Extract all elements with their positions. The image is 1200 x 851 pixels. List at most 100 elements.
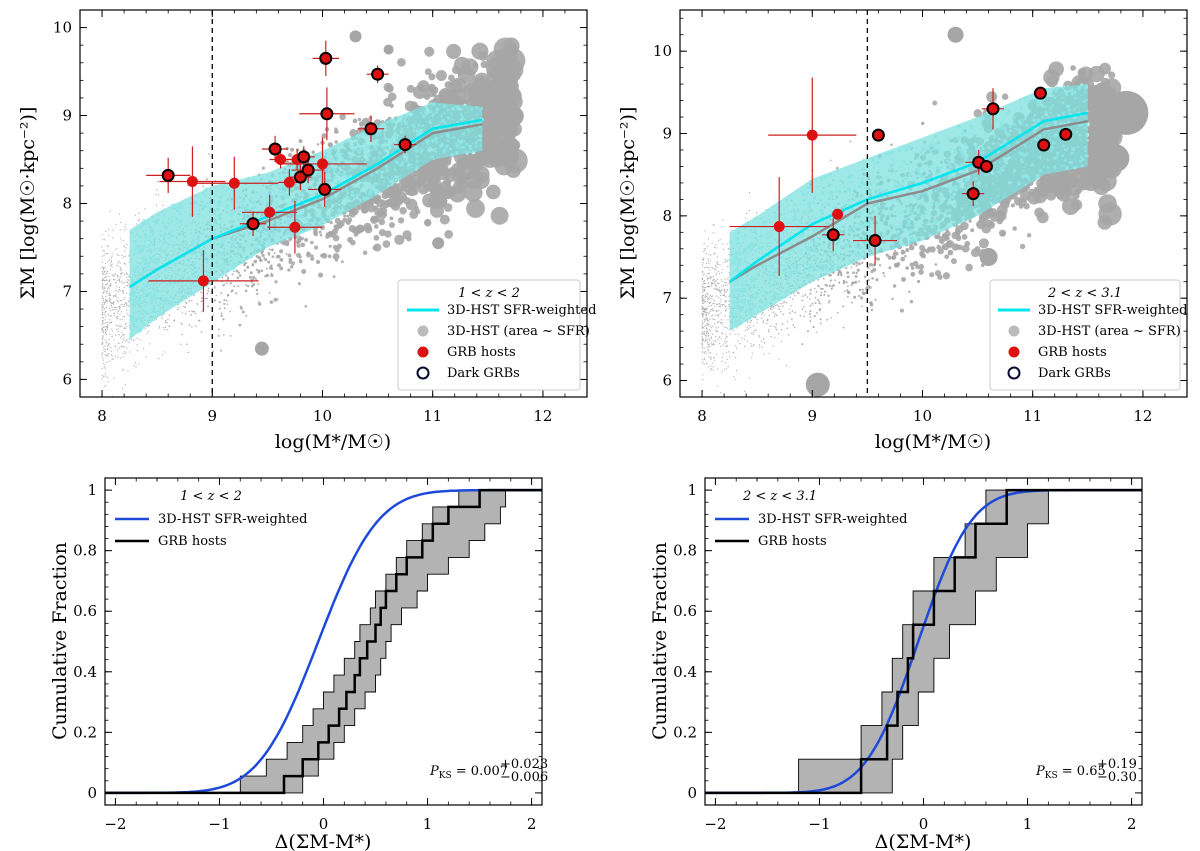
population-point: [168, 325, 170, 327]
population-point: [701, 342, 703, 344]
population-point: [456, 178, 469, 191]
population-point: [721, 280, 723, 283]
population-point: [105, 279, 108, 281]
population-point: [775, 327, 777, 329]
population-point: [336, 243, 342, 249]
population-point: [288, 258, 293, 262]
population-point: [875, 278, 879, 282]
population-point: [744, 335, 746, 337]
population-point: [791, 310, 794, 312]
population-point: [714, 253, 716, 255]
population-point: [726, 341, 728, 343]
population-point: [720, 279, 722, 281]
population-point: [248, 275, 252, 279]
population-point: [157, 357, 160, 360]
population-point: [104, 253, 106, 255]
population-point: [243, 269, 247, 272]
population-point: [269, 300, 274, 304]
population-point: [120, 276, 122, 278]
population-point: [124, 340, 126, 342]
population-point: [123, 328, 125, 330]
dark-grb-point: [320, 107, 334, 121]
population-point: [707, 350, 710, 352]
population-point: [119, 262, 121, 264]
population-point: [101, 295, 103, 297]
population-point: [119, 290, 122, 292]
population-point: [728, 300, 730, 302]
population-point: [103, 255, 105, 257]
population-point: [892, 251, 897, 256]
population-point: [370, 216, 377, 223]
population-point: [118, 286, 120, 289]
population-point: [706, 317, 709, 319]
population-point: [719, 263, 721, 266]
population-point: [101, 307, 103, 309]
population-point: [104, 322, 106, 324]
population-point: [722, 248, 725, 251]
population-point: [102, 339, 104, 341]
population-point: [126, 339, 128, 341]
population-point: [184, 313, 187, 315]
population-point: [117, 291, 119, 293]
population-point: [724, 278, 726, 280]
population-point: [383, 212, 388, 217]
population-point: [121, 254, 123, 257]
population-point: [222, 318, 225, 321]
population-point: [103, 303, 105, 305]
population-point: [803, 315, 806, 318]
population-point: [287, 268, 291, 272]
population-point: [290, 147, 294, 152]
population-point: [1019, 243, 1026, 250]
population-point: [197, 319, 200, 322]
population-point: [405, 198, 418, 211]
population-point: [718, 282, 720, 285]
population-point: [103, 250, 105, 252]
population-point: [104, 287, 106, 289]
population-point: [130, 339, 133, 341]
population-point: [101, 309, 103, 312]
population-point: [107, 354, 109, 356]
population-point: [105, 284, 107, 286]
population-point: [125, 228, 128, 230]
population-point: [245, 314, 248, 317]
grb-host-points: [146, 40, 417, 312]
population-point: [113, 309, 115, 311]
population-point: [120, 311, 123, 313]
population-point: [273, 252, 276, 255]
population-point: [715, 265, 717, 268]
population-point: [126, 347, 128, 349]
population-point: [711, 283, 713, 285]
population-point: [714, 319, 716, 321]
population-point: [285, 253, 288, 255]
population-point: [726, 345, 728, 348]
population-point: [119, 314, 121, 316]
population-point: [346, 214, 350, 218]
population-point: [840, 274, 843, 277]
population-point: [341, 260, 344, 264]
population-point: [105, 310, 107, 312]
population-point: [104, 314, 106, 316]
population-point: [709, 259, 711, 261]
population-point: [109, 292, 111, 294]
population-point: [118, 278, 120, 280]
population-point: [238, 274, 242, 277]
population-point: [793, 294, 796, 297]
population-point: [145, 356, 147, 358]
population-point: [114, 249, 116, 251]
population-point: [135, 366, 137, 368]
population-point: [101, 255, 103, 257]
grb-host-point: [275, 154, 287, 166]
population-point: [390, 189, 401, 199]
population-point: [124, 305, 126, 308]
population-point: [414, 208, 421, 215]
population-point: [502, 86, 522, 106]
population-point: [851, 301, 854, 304]
population-point: [155, 204, 158, 206]
population-point: [121, 368, 123, 370]
population-point: [388, 221, 396, 229]
population-point: [894, 249, 897, 252]
population-point: [267, 260, 271, 264]
population-point: [705, 351, 707, 353]
population-point: [119, 357, 121, 359]
population-point: [783, 302, 785, 304]
